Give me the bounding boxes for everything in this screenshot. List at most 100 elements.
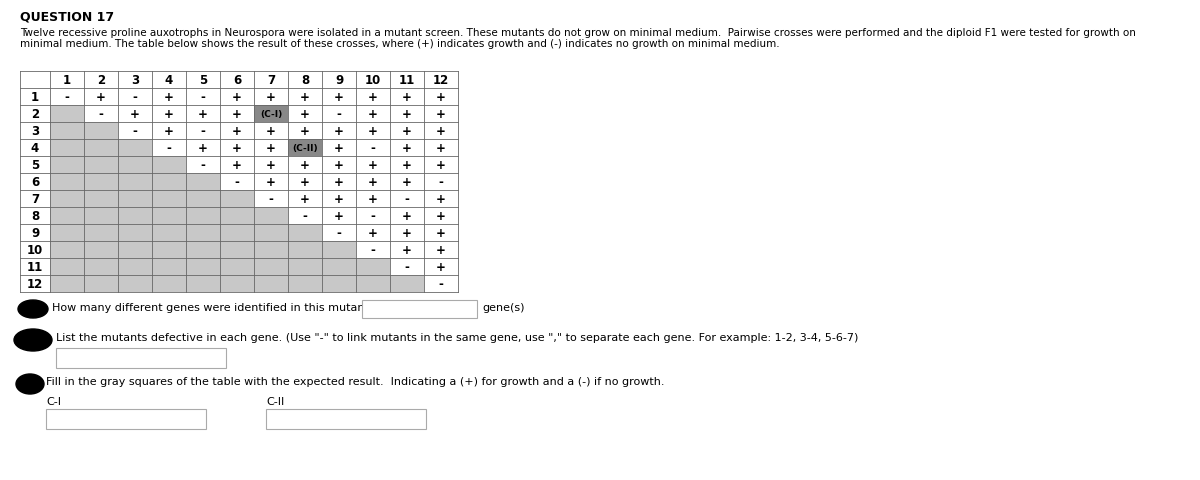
Ellipse shape — [14, 329, 52, 351]
Bar — [220, 207, 254, 225]
Bar — [84, 140, 118, 156]
Bar — [46, 409, 206, 429]
Text: +: + — [232, 142, 242, 155]
Bar — [118, 191, 152, 207]
Text: +: + — [300, 108, 310, 121]
Text: -: - — [371, 243, 376, 256]
Text: 8: 8 — [31, 210, 40, 223]
Text: +: + — [300, 91, 310, 104]
Text: +: + — [266, 142, 276, 155]
Text: +: + — [334, 176, 344, 189]
Text: +: + — [436, 108, 446, 121]
Text: -: - — [167, 142, 172, 155]
Bar — [356, 276, 390, 292]
Bar — [118, 241, 152, 258]
Text: +: + — [436, 192, 446, 205]
Bar — [50, 225, 84, 241]
Text: -: - — [234, 176, 240, 189]
Text: 10: 10 — [26, 243, 43, 256]
Text: +: + — [232, 91, 242, 104]
Text: +: + — [334, 210, 344, 223]
Text: +: + — [368, 227, 378, 240]
Bar — [152, 191, 186, 207]
Text: +: + — [334, 125, 344, 138]
Text: Fill in the gray squares of the table with the expected result.  Indicating a (+: Fill in the gray squares of the table wi… — [46, 376, 665, 386]
Text: +: + — [368, 91, 378, 104]
Bar — [84, 241, 118, 258]
Text: +: + — [402, 91, 412, 104]
Text: 8: 8 — [301, 74, 310, 87]
Text: 5: 5 — [31, 159, 40, 172]
Bar — [50, 276, 84, 292]
Bar — [84, 156, 118, 174]
Text: 9: 9 — [335, 74, 343, 87]
Text: -: - — [371, 142, 376, 155]
Ellipse shape — [16, 374, 44, 394]
Text: (C-I): (C-I) — [260, 110, 282, 119]
Bar — [50, 174, 84, 191]
Bar — [152, 225, 186, 241]
Bar — [84, 174, 118, 191]
Bar — [118, 140, 152, 156]
Text: -: - — [404, 261, 409, 274]
Bar — [390, 276, 424, 292]
Text: C-II: C-II — [266, 396, 284, 406]
Text: -: - — [404, 192, 409, 205]
Text: +: + — [436, 91, 446, 104]
Text: 6: 6 — [31, 176, 40, 189]
Bar — [254, 258, 288, 276]
Text: +: + — [266, 125, 276, 138]
Text: 2: 2 — [97, 74, 106, 87]
Text: -: - — [65, 91, 70, 104]
Bar — [56, 348, 226, 368]
Text: 6: 6 — [233, 74, 241, 87]
Text: 1: 1 — [31, 91, 40, 104]
Bar — [322, 241, 356, 258]
Text: -: - — [269, 192, 274, 205]
Text: +: + — [368, 125, 378, 138]
Text: +: + — [164, 91, 174, 104]
Text: +: + — [436, 125, 446, 138]
Text: +: + — [402, 210, 412, 223]
Bar — [254, 207, 288, 225]
Text: +: + — [436, 261, 446, 274]
Bar — [84, 225, 118, 241]
Bar — [152, 241, 186, 258]
Bar — [362, 300, 478, 318]
Text: -: - — [438, 277, 444, 290]
Bar — [288, 225, 322, 241]
Text: +: + — [198, 108, 208, 121]
Bar — [152, 207, 186, 225]
Text: -: - — [336, 227, 342, 240]
Text: Twelve recessive proline auxotrophs in Neurospora were isolated in a mutant scre: Twelve recessive proline auxotrophs in N… — [20, 28, 1136, 38]
Bar — [356, 258, 390, 276]
Text: -: - — [200, 159, 205, 172]
Bar — [50, 241, 84, 258]
Text: 12: 12 — [26, 277, 43, 290]
Text: +: + — [334, 192, 344, 205]
Bar — [118, 156, 152, 174]
Text: +: + — [402, 227, 412, 240]
Bar — [288, 241, 322, 258]
Text: +: + — [402, 125, 412, 138]
Bar — [84, 191, 118, 207]
Bar — [84, 207, 118, 225]
Text: 3: 3 — [131, 74, 139, 87]
Bar — [186, 258, 220, 276]
Text: +: + — [130, 108, 140, 121]
Bar — [84, 276, 118, 292]
Text: 7: 7 — [266, 74, 275, 87]
Text: +: + — [300, 176, 310, 189]
Text: +: + — [300, 159, 310, 172]
Text: 4: 4 — [164, 74, 173, 87]
Text: +: + — [436, 142, 446, 155]
Text: +: + — [198, 142, 208, 155]
Text: QUESTION 17: QUESTION 17 — [20, 10, 114, 23]
Bar — [220, 191, 254, 207]
Text: 12: 12 — [433, 74, 449, 87]
Bar — [220, 258, 254, 276]
Bar — [20, 72, 458, 292]
Text: -: - — [438, 176, 444, 189]
Text: -: - — [371, 210, 376, 223]
Text: +: + — [334, 142, 344, 155]
